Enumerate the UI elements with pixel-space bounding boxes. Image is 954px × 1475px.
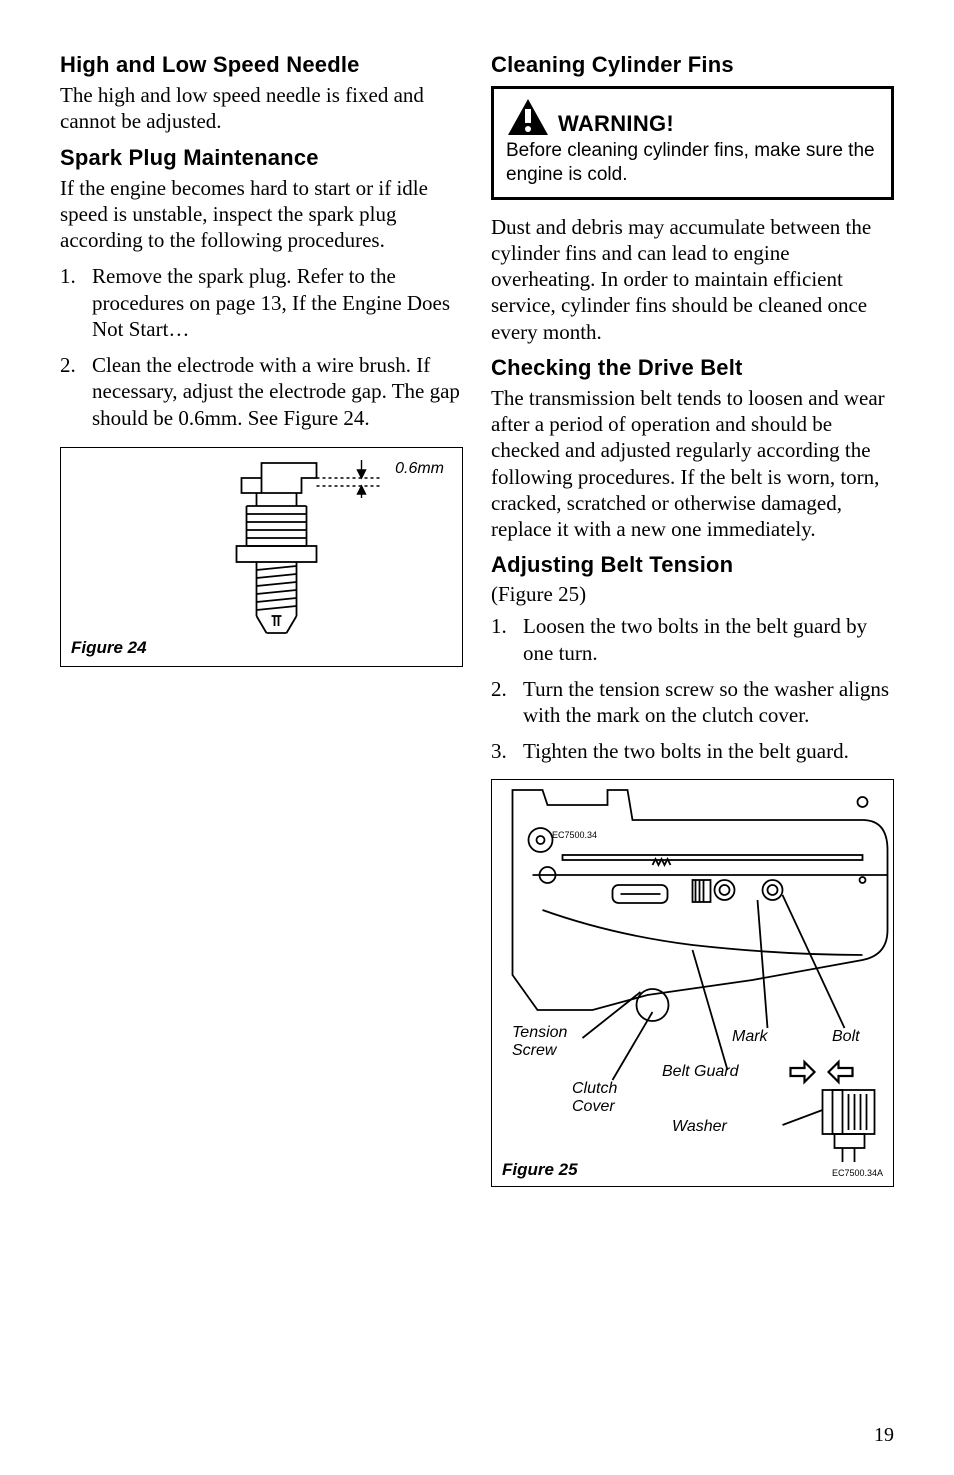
figure-24: 0.6mm Figure 24 [60, 447, 463, 667]
figure-25-label: Figure 25 [502, 1160, 578, 1180]
heading-spark-plug: Spark Plug Maintenance [60, 145, 463, 171]
warning-box: WARNING! Before cleaning cylinder fins, … [491, 86, 894, 200]
code-top: EC7500.34 [552, 830, 597, 840]
step-tighten-bolts: Tighten the two bolts in the belt guard. [491, 738, 894, 764]
list-spark-plug-steps: Remove the spark plug. Refer to the proc… [60, 263, 463, 431]
label-beltguard: Belt Guard [662, 1063, 738, 1081]
step-turn-screw: Turn the tension screw so the washer ali… [491, 676, 894, 729]
label-clutch: Clutch Cover [572, 1080, 628, 1117]
page-number: 19 [874, 1424, 894, 1447]
text-dust-debris: Dust and debris may accumulate between t… [491, 214, 894, 345]
gap-label: 0.6mm [395, 460, 444, 478]
label-mark: Mark [732, 1028, 768, 1046]
figure-24-label: Figure 24 [71, 638, 147, 658]
figure-25: EC7500.34 Tension Screw Clutch Cover Bel… [491, 779, 894, 1187]
step-loosen-bolts: Loosen the two bolts in the belt guard b… [491, 613, 894, 666]
warning-title: WARNING! [558, 111, 674, 137]
label-washer: Washer [672, 1118, 727, 1136]
label-clutch-text: Clutch Cover [572, 1080, 628, 1117]
step-clean-electrode: Clean the electrode with a wire brush. I… [60, 352, 463, 431]
label-tension: Tension Screw [512, 1024, 576, 1061]
label-tension-text: Tension Screw [512, 1024, 576, 1061]
figure-ref: (Figure 25) [491, 582, 894, 607]
label-bolt: Bolt [832, 1028, 860, 1046]
text-spark-plug-intro: If the engine becomes hard to start or i… [60, 175, 463, 254]
warning-text: Before cleaning cylinder fins, make sure… [506, 139, 879, 187]
heading-cleaning-fins: Cleaning Cylinder Fins [491, 52, 894, 78]
text-needle-fixed: The high and low speed needle is fixed a… [60, 82, 463, 135]
warning-icon [506, 97, 550, 137]
code-bottom: EC7500.34A [832, 1168, 883, 1178]
text-belt-intro: The transmission belt tends to loosen an… [491, 385, 894, 543]
spark-plug-diagram [61, 448, 462, 666]
heading-high-low-needle: High and Low Speed Needle [60, 52, 463, 78]
heading-adjusting-tension: Adjusting Belt Tension [491, 552, 894, 578]
heading-checking-belt: Checking the Drive Belt [491, 355, 894, 381]
step-remove-plug: Remove the spark plug. Refer to the proc… [60, 263, 463, 342]
list-belt-steps: Loosen the two bolts in the belt guard b… [491, 613, 894, 764]
